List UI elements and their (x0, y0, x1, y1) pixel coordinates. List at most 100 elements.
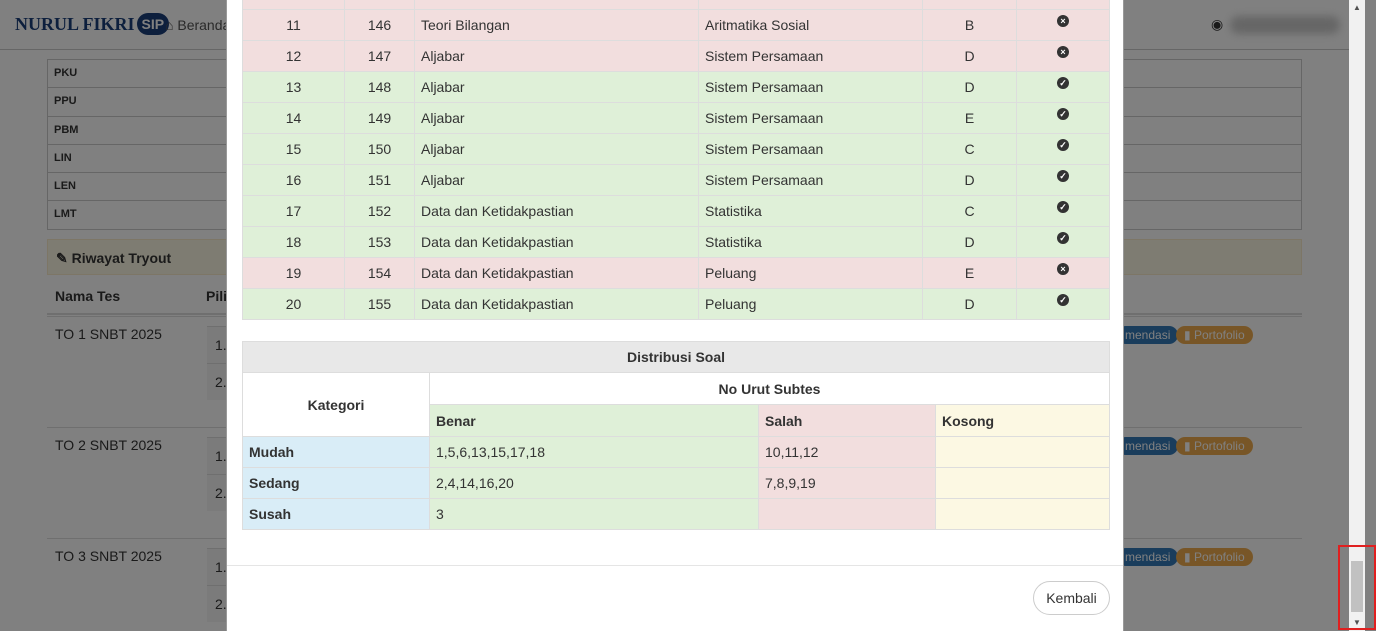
kosong-list (935, 498, 1110, 530)
question-number: 150 (344, 133, 415, 165)
question-number: 153 (344, 226, 415, 258)
subtopic: Statistika (698, 226, 923, 258)
col-pilihan: Pili (206, 288, 228, 304)
row-number: 16 (242, 164, 345, 196)
benar-list: 1,5,6,13,15,17,18 (429, 436, 759, 468)
answer-cell (242, 0, 345, 10)
answer-row: 14 149 Aljabar Sistem Persamaan E ✓ (242, 102, 1110, 134)
topic: Data dan Ketidakpastian (414, 257, 699, 289)
salah-list: 7,8,9,19 (758, 467, 936, 499)
category-label: Mudah (242, 436, 430, 468)
rekomendasi-button[interactable]: mendasi (1117, 437, 1179, 455)
col-benar: Benar (429, 404, 759, 437)
answer-row: 18 153 Data dan Ketidakpastian Statistika D ✓ (242, 226, 1110, 258)
answer-key: C (922, 195, 1017, 227)
question-number: 154 (344, 257, 415, 289)
times-circle-icon: × (1057, 15, 1069, 27)
question-number: 148 (344, 71, 415, 103)
answer-key: D (922, 71, 1017, 103)
answer-key: E (922, 102, 1017, 134)
tryout-name: TO 1 SNBT 2025 (55, 326, 162, 342)
check-circle-icon: ✓ (1057, 170, 1069, 182)
subtopic: Sistem Persamaan (698, 102, 923, 134)
answer-key: D (922, 288, 1017, 320)
status-cell: × (1016, 9, 1110, 41)
salah-list: 10,11,12 (758, 436, 936, 468)
answer-table: 11 146 Teori Bilangan Aritmatika Sosial B × 12… (242, 0, 1110, 320)
distribution-row: Sedang 2,4,14,16,20 7,8,9,19 (242, 467, 1110, 499)
status-cell: ✓ (1016, 133, 1110, 165)
scroll-up-icon[interactable]: ▲ (1353, 3, 1361, 12)
highlight-box (1338, 545, 1376, 630)
group-header: No Urut Subtes (429, 372, 1110, 405)
status-cell: × (1016, 257, 1110, 289)
row-number: 13 (242, 71, 345, 103)
check-circle-icon: ✓ (1057, 201, 1069, 213)
scrollbar-thumb[interactable] (1351, 561, 1363, 612)
logo-text: NURUL FIKRI (15, 13, 135, 34)
topic: Data dan Ketidakpastian (414, 288, 699, 320)
status-cell: ✓ (1016, 226, 1110, 258)
benar-list: 3 (429, 498, 759, 530)
answer-row (242, 0, 1110, 10)
subtopic: Sistem Persamaan (698, 71, 923, 103)
distribution-row: Mudah 1,5,6,13,15,17,18 10,11,12 (242, 436, 1110, 468)
status-cell: ✓ (1016, 102, 1110, 134)
check-circle-icon: ✓ (1057, 108, 1069, 120)
logo[interactable]: NURUL FIKRI SIP (15, 13, 170, 35)
home-icon: ⌂ (165, 17, 174, 33)
salah-list (758, 498, 936, 530)
rekomendasi-button[interactable]: mendasi (1117, 548, 1179, 566)
edit-icon: ✎ (56, 250, 68, 266)
distribution-title: Distribusi Soal (242, 341, 1110, 373)
subtopic: Peluang (698, 288, 923, 320)
scrollbar[interactable]: ▲ ▼ (1349, 0, 1365, 631)
kosong-list (935, 467, 1110, 499)
status-cell: ✓ (1016, 164, 1110, 196)
portofolio-button[interactable]: ▮ Portofolio (1176, 437, 1253, 455)
answer-key: E (922, 257, 1017, 289)
answer-key: D (922, 226, 1017, 258)
subtopic: Statistika (698, 195, 923, 227)
answer-row: 17 152 Data dan Ketidakpastian Statistika C ✓ (242, 195, 1110, 227)
question-number: 147 (344, 40, 415, 72)
distribution-row: Susah 3 (242, 498, 1110, 530)
kategori-header: Kategori (242, 372, 430, 437)
scroll-down-icon[interactable]: ▼ (1353, 618, 1361, 627)
subtopic: Sistem Persamaan (698, 164, 923, 196)
row-number: 11 (242, 9, 345, 41)
topic: Data dan Ketidakpastian (414, 195, 699, 227)
portofolio-button[interactable]: ▮ Portofolio (1176, 548, 1253, 566)
kembali-button[interactable]: Kembali (1033, 581, 1110, 615)
rekomendasi-button[interactable]: mendasi (1117, 326, 1179, 344)
row-number: 12 (242, 40, 345, 72)
question-number: 152 (344, 195, 415, 227)
answer-key: C (922, 133, 1017, 165)
row-number: 19 (242, 257, 345, 289)
question-number: 149 (344, 102, 415, 134)
logo-badge: SIP (136, 13, 170, 35)
status-cell: × (1016, 40, 1110, 72)
check-circle-icon: ✓ (1057, 139, 1069, 151)
times-circle-icon: × (1057, 46, 1069, 58)
subtopic: Aritmatika Sosial (698, 9, 923, 41)
topic: Data dan Ketidakpastian (414, 226, 699, 258)
user-circle-icon[interactable]: ◉ (1211, 16, 1224, 32)
answer-key: B (922, 9, 1017, 41)
topic: Aljabar (414, 71, 699, 103)
question-number: 146 (344, 9, 415, 41)
nav-home-link[interactable]: ⌂ Beranda (165, 17, 230, 33)
row-number: 15 (242, 133, 345, 165)
status-cell: ✓ (1016, 71, 1110, 103)
subtopic: Sistem Persamaan (698, 133, 923, 165)
answer-row: 19 154 Data dan Ketidakpastian Peluang E × (242, 257, 1110, 289)
answer-row: 16 151 Aljabar Sistem Persamaan D ✓ (242, 164, 1110, 196)
answer-row: 11 146 Teori Bilangan Aritmatika Sosial B × (242, 9, 1110, 41)
row-number: 20 (242, 288, 345, 320)
category-label: Susah (242, 498, 430, 530)
modal-footer (227, 565, 1123, 566)
subtopic: Peluang (698, 257, 923, 289)
topic: Aljabar (414, 102, 699, 134)
portofolio-button[interactable]: ▮ Portofolio (1176, 326, 1253, 344)
tryout-name: TO 3 SNBT 2025 (55, 548, 162, 564)
